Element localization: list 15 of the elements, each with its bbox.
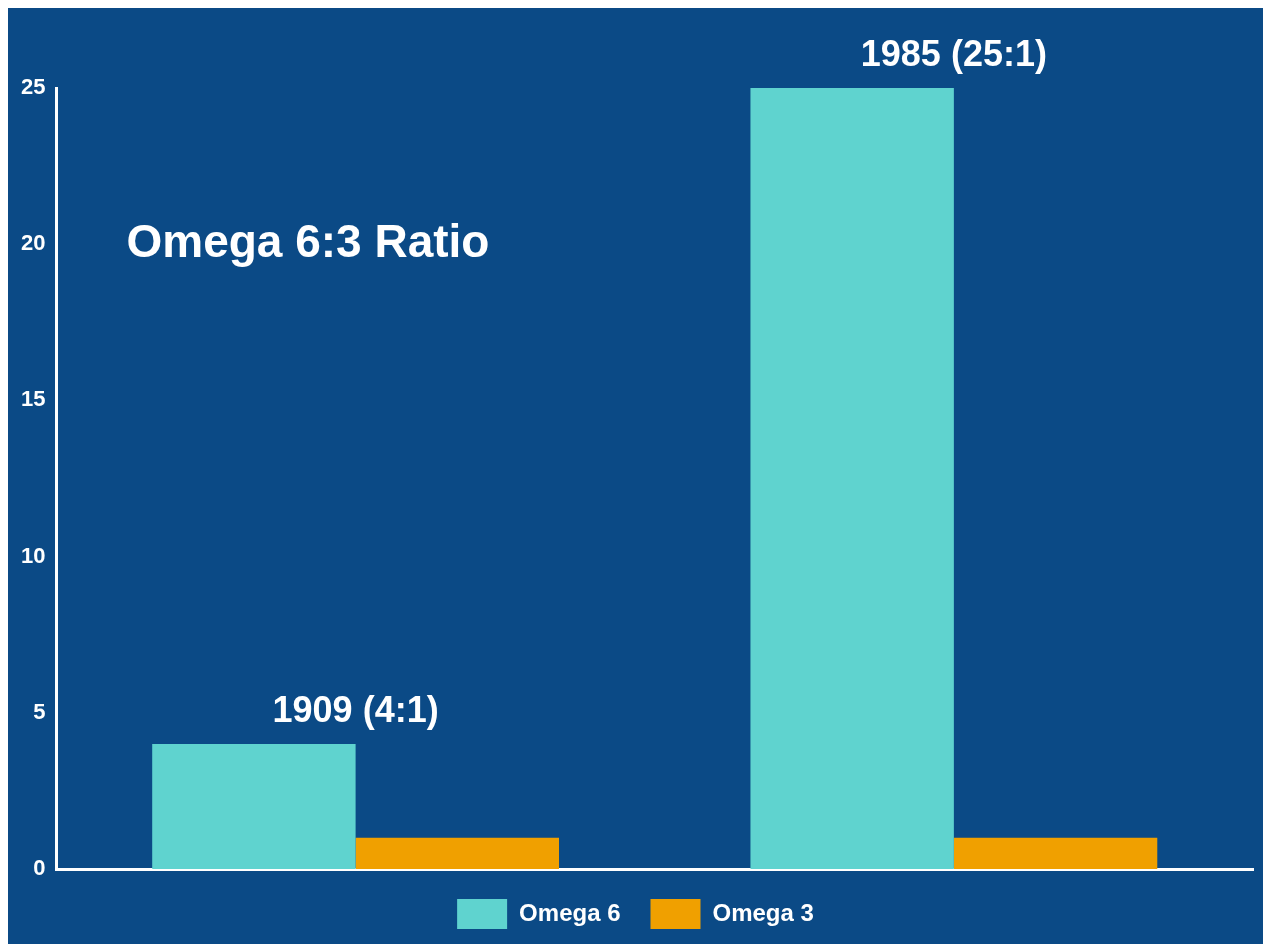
legend-label: Omega 6 [519,898,621,926]
x-tick-label: 1985 (25:1) [860,32,1047,74]
y-tick-label: 15 [20,386,46,412]
y-tick-label: 20 [20,230,46,256]
y-tick-label: 10 [20,542,46,568]
bar [750,88,954,869]
y-tick-label: 5 [33,698,46,724]
bar [152,744,356,869]
bar [355,837,560,869]
text: Omega 6:3 Ratio [126,214,490,267]
y-tick-label: 25 [20,74,46,100]
legend-label: Omega 3 [712,898,814,926]
y-tick-label: 0 [33,855,46,881]
x-tick-label: 1909 (4:1) [272,688,439,730]
bar [953,837,1158,869]
